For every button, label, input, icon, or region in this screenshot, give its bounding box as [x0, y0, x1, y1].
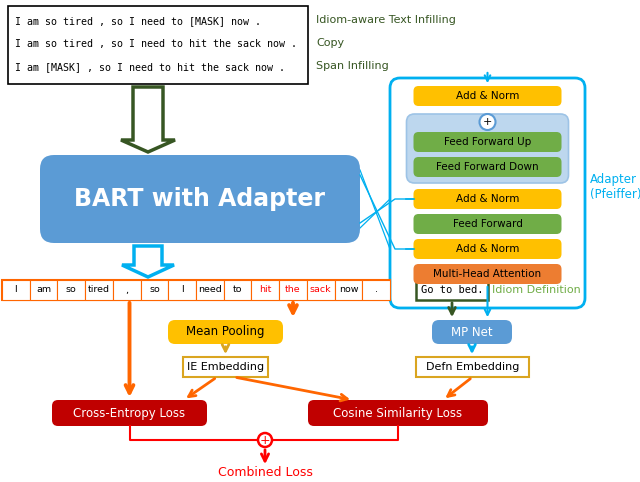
Text: Add & Norm: Add & Norm	[456, 244, 519, 254]
FancyBboxPatch shape	[413, 264, 561, 284]
FancyBboxPatch shape	[413, 189, 561, 209]
Bar	[279, 280, 307, 300]
Text: Cosine Similarity Loss: Cosine Similarity Loss	[333, 406, 463, 419]
Text: +: +	[483, 117, 492, 127]
FancyBboxPatch shape	[413, 214, 561, 234]
Text: to: to	[233, 285, 243, 295]
Bar	[168, 280, 196, 300]
Text: IE Embedding: IE Embedding	[187, 362, 264, 372]
FancyBboxPatch shape	[52, 400, 207, 426]
Text: the: the	[285, 285, 301, 295]
Text: Combined Loss: Combined Loss	[218, 466, 312, 479]
Circle shape	[479, 114, 495, 130]
Text: Copy: Copy	[316, 38, 344, 48]
FancyBboxPatch shape	[413, 86, 561, 106]
FancyBboxPatch shape	[432, 320, 512, 344]
Text: Add & Norm: Add & Norm	[456, 91, 519, 101]
Text: Go to bed.: Go to bed.	[420, 285, 483, 295]
Bar	[224, 280, 252, 300]
Bar	[58, 280, 85, 300]
Polygon shape	[121, 87, 175, 152]
Text: Span Infilling: Span Infilling	[316, 61, 388, 71]
FancyBboxPatch shape	[168, 320, 283, 344]
FancyBboxPatch shape	[406, 114, 568, 183]
Text: so: so	[149, 285, 160, 295]
Text: Multi-Head Attention: Multi-Head Attention	[433, 269, 541, 279]
Bar	[416, 357, 529, 377]
FancyBboxPatch shape	[413, 239, 561, 259]
Text: tired: tired	[88, 285, 110, 295]
Bar	[2, 280, 390, 300]
Text: am: am	[36, 285, 51, 295]
Text: I: I	[180, 285, 184, 295]
Text: MP Net: MP Net	[451, 325, 493, 338]
Bar	[307, 280, 335, 300]
Bar	[141, 280, 168, 300]
FancyBboxPatch shape	[390, 78, 585, 308]
Bar	[416, 280, 488, 300]
Circle shape	[258, 433, 272, 447]
Text: Idiom Definition: Idiom Definition	[492, 285, 580, 295]
Bar	[8, 6, 308, 84]
FancyBboxPatch shape	[413, 132, 561, 152]
FancyBboxPatch shape	[308, 400, 488, 426]
Bar	[252, 280, 279, 300]
Bar	[29, 280, 58, 300]
Bar	[196, 280, 224, 300]
Text: now: now	[339, 285, 358, 295]
Text: ,: ,	[125, 285, 128, 295]
Bar	[183, 357, 268, 377]
FancyBboxPatch shape	[413, 157, 561, 177]
Text: Add & Norm: Add & Norm	[456, 194, 519, 204]
Text: Defn Embedding: Defn Embedding	[426, 362, 519, 372]
Bar	[85, 280, 113, 300]
Text: BART with Adapter: BART with Adapter	[74, 187, 326, 211]
Polygon shape	[122, 246, 174, 277]
FancyBboxPatch shape	[40, 155, 360, 243]
Bar	[362, 280, 390, 300]
Text: Feed Forward Up: Feed Forward Up	[444, 137, 531, 147]
Text: .: .	[374, 285, 378, 295]
Text: need: need	[198, 285, 221, 295]
Text: Mean Pooling: Mean Pooling	[186, 325, 265, 338]
Text: Cross-Entropy Loss: Cross-Entropy Loss	[74, 406, 186, 419]
Text: I am so tired , so I need to [MASK] now .: I am so tired , so I need to [MASK] now …	[15, 16, 261, 26]
Text: Idiom-aware Text Infilling: Idiom-aware Text Infilling	[316, 15, 456, 25]
Text: so: so	[66, 285, 77, 295]
Text: I am [MASK] , so I need to hit the sack now .: I am [MASK] , so I need to hit the sack …	[15, 62, 285, 72]
Bar	[113, 280, 141, 300]
Text: I am so tired , so I need to hit the sack now .: I am so tired , so I need to hit the sac…	[15, 39, 297, 49]
Text: Adapter
(Pfeiffer): Adapter (Pfeiffer)	[590, 173, 640, 201]
Text: hit: hit	[259, 285, 271, 295]
Text: sack: sack	[310, 285, 332, 295]
Text: Feed Forward Down: Feed Forward Down	[436, 162, 539, 172]
Text: Feed Forward: Feed Forward	[452, 219, 522, 229]
Text: I: I	[15, 285, 17, 295]
Text: +: +	[260, 433, 270, 446]
Bar	[335, 280, 362, 300]
Bar	[2, 280, 29, 300]
